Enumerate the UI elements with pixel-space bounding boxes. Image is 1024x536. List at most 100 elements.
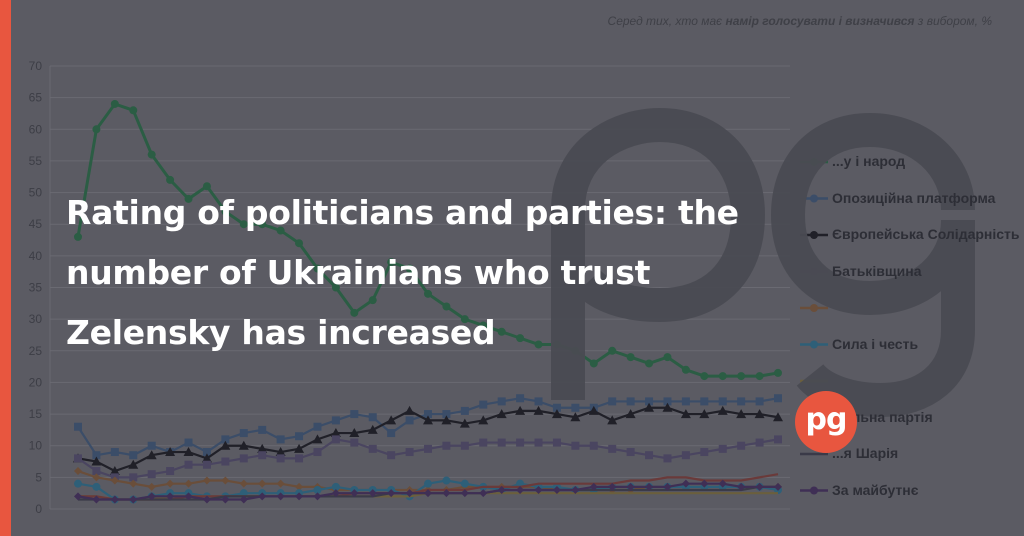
data-point	[368, 489, 377, 498]
data-point	[681, 479, 690, 488]
data-point	[331, 416, 340, 425]
data-point	[276, 454, 285, 463]
data-point	[387, 451, 396, 460]
data-point	[718, 397, 727, 406]
data-point	[239, 429, 248, 438]
data-point	[368, 413, 377, 422]
data-point	[221, 457, 230, 466]
data-point	[589, 482, 598, 491]
data-point	[129, 473, 138, 482]
y-tick-label: 45	[29, 217, 43, 231]
subtitle-suffix: з вибором, %	[914, 14, 992, 28]
legend-label: ...альна партія	[832, 408, 933, 425]
data-point	[331, 435, 340, 444]
data-point	[387, 429, 396, 438]
data-point	[202, 476, 211, 485]
data-point	[700, 448, 709, 457]
data-point	[74, 422, 82, 431]
data-point	[184, 479, 193, 488]
data-point	[755, 482, 764, 491]
data-point	[534, 397, 543, 406]
series-10	[74, 479, 782, 504]
data-point	[663, 482, 672, 491]
data-point	[607, 415, 618, 425]
data-point	[736, 409, 747, 419]
data-point	[774, 435, 782, 444]
data-point	[387, 489, 396, 498]
data-point	[700, 479, 709, 488]
data-point	[424, 479, 432, 488]
data-point	[589, 441, 598, 450]
data-point	[663, 454, 672, 463]
data-point	[755, 397, 764, 406]
data-point	[109, 466, 120, 476]
data-point	[166, 492, 175, 501]
pg-logo-icon[interactable]: pg	[795, 391, 857, 453]
data-point	[459, 418, 470, 428]
data-point	[238, 440, 249, 450]
data-point	[331, 489, 340, 498]
data-point	[460, 315, 469, 324]
data-point	[571, 441, 580, 450]
data-point	[516, 486, 525, 495]
data-point	[405, 448, 414, 457]
data-point	[552, 486, 561, 495]
data-point	[239, 479, 248, 488]
y-tick-label: 0	[35, 502, 42, 516]
data-point	[74, 454, 82, 463]
data-point	[350, 308, 359, 317]
data-point	[110, 495, 119, 504]
data-point	[313, 422, 322, 431]
data-point	[534, 438, 543, 447]
data-point	[405, 489, 414, 498]
data-point	[424, 289, 432, 298]
data-point	[571, 486, 580, 495]
y-tick-label: 50	[29, 186, 43, 200]
data-point	[478, 415, 489, 425]
data-point	[663, 397, 672, 406]
data-point	[313, 492, 322, 501]
data-point	[330, 428, 341, 438]
data-point	[91, 456, 102, 466]
data-point	[258, 425, 267, 434]
data-point	[534, 340, 543, 349]
legend-marker	[810, 304, 818, 312]
accent-bar	[0, 0, 11, 536]
data-point	[626, 448, 635, 457]
data-point	[239, 220, 248, 229]
data-point	[773, 412, 783, 422]
data-point	[184, 194, 193, 203]
data-point	[645, 482, 654, 491]
data-point	[479, 321, 488, 330]
data-point	[221, 435, 230, 444]
data-point	[441, 415, 452, 425]
data-point	[74, 479, 82, 488]
legend-label: ...я Шарія	[832, 445, 899, 461]
data-point	[184, 492, 193, 501]
data-point	[645, 359, 654, 368]
data-point	[147, 150, 156, 159]
data-point	[404, 405, 415, 415]
data-point	[774, 368, 782, 377]
data-point	[221, 476, 230, 485]
data-point	[129, 451, 138, 460]
data-point	[220, 440, 231, 450]
data-point	[460, 489, 469, 498]
data-point	[312, 434, 323, 444]
data-point	[368, 444, 377, 453]
logo-text: pg	[805, 401, 848, 437]
data-point	[110, 99, 119, 108]
data-point	[774, 394, 782, 403]
data-point	[202, 495, 211, 504]
data-point	[608, 444, 617, 453]
data-point	[184, 438, 193, 447]
chart-subtitle: Серед тих, хто має намір голосувати і ви…	[608, 14, 992, 28]
data-point	[350, 489, 359, 498]
data-point	[146, 450, 157, 460]
legend-marker	[810, 486, 818, 495]
data-point	[92, 451, 101, 460]
data-point	[147, 482, 156, 491]
article-headline[interactable]: Rating of politicians and parties: the n…	[66, 193, 739, 352]
data-point	[442, 476, 451, 485]
data-point	[295, 239, 304, 248]
